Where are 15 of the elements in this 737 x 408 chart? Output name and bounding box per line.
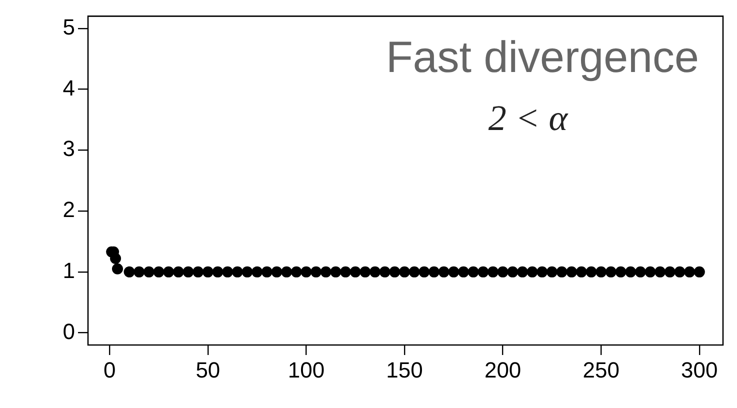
annotation: 2 < α [488, 98, 569, 138]
x-tick-label: 100 [288, 357, 325, 382]
y-tick-label: 4 [62, 75, 75, 100]
x-tick-label: 150 [386, 357, 423, 382]
y-tick-label: 5 [62, 14, 75, 40]
x-tick-label: 200 [484, 357, 522, 382]
x-tick-label: 300 [681, 357, 718, 382]
x-tick-label: 0 [104, 357, 116, 382]
y-tick-label: 0 [62, 318, 75, 344]
y-tick-label: 2 [62, 197, 75, 222]
y-tick-label: 3 [62, 136, 75, 162]
chart-title: Fast divergence [386, 33, 699, 82]
y-tick-label: 1 [62, 258, 75, 283]
x-tick-label: 250 [582, 357, 620, 382]
x-tick-label: 50 [196, 357, 220, 382]
